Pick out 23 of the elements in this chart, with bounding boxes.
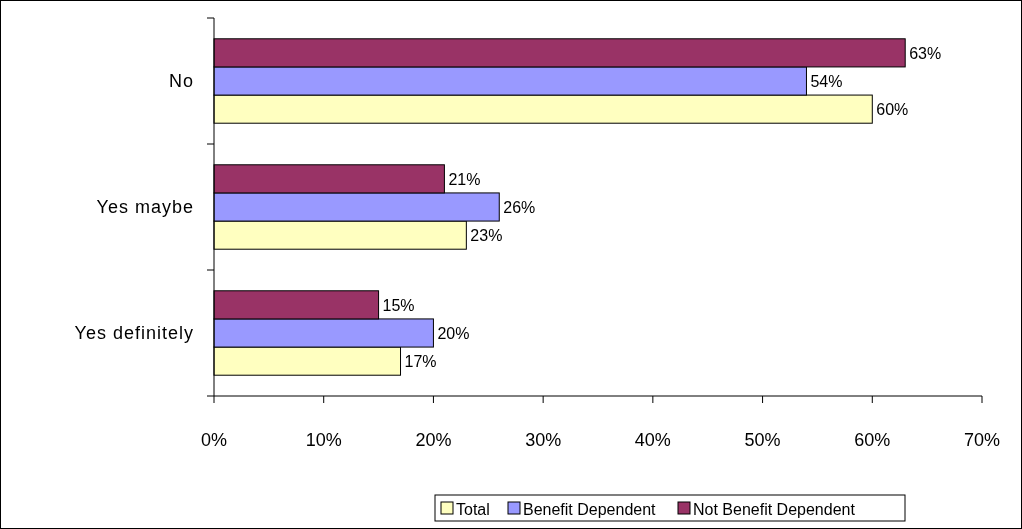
legend-label: Total [456, 501, 490, 518]
y-tick-label: No [168, 71, 194, 91]
data-label: 17% [404, 353, 437, 371]
y-tick-label: Yes maybe [96, 197, 194, 217]
y-tick-label: Yes definitely [74, 323, 194, 343]
x-tick-label: 60% [854, 430, 891, 450]
legend-label: Not Benefit Dependent [693, 501, 856, 518]
data-label: 21% [448, 170, 481, 188]
x-tick-label: 30% [525, 430, 562, 450]
x-tick-label: 10% [305, 430, 342, 450]
data-label: 20% [437, 325, 470, 342]
data-label: 60% [876, 101, 909, 119]
x-tick-label: 0% [200, 430, 228, 450]
data-label: 54% [810, 73, 843, 90]
x-tick-label: 40% [634, 430, 671, 450]
data-label: 15% [382, 296, 415, 314]
legend-label: Benefit Dependent [523, 501, 657, 518]
data-label: 26% [503, 199, 536, 216]
x-tick-label: 20% [415, 430, 452, 450]
data-label: 23% [470, 227, 503, 245]
x-tick-label: 50% [744, 430, 781, 450]
x-tick-label: 70% [963, 430, 1001, 450]
data-label: 63% [909, 44, 942, 62]
